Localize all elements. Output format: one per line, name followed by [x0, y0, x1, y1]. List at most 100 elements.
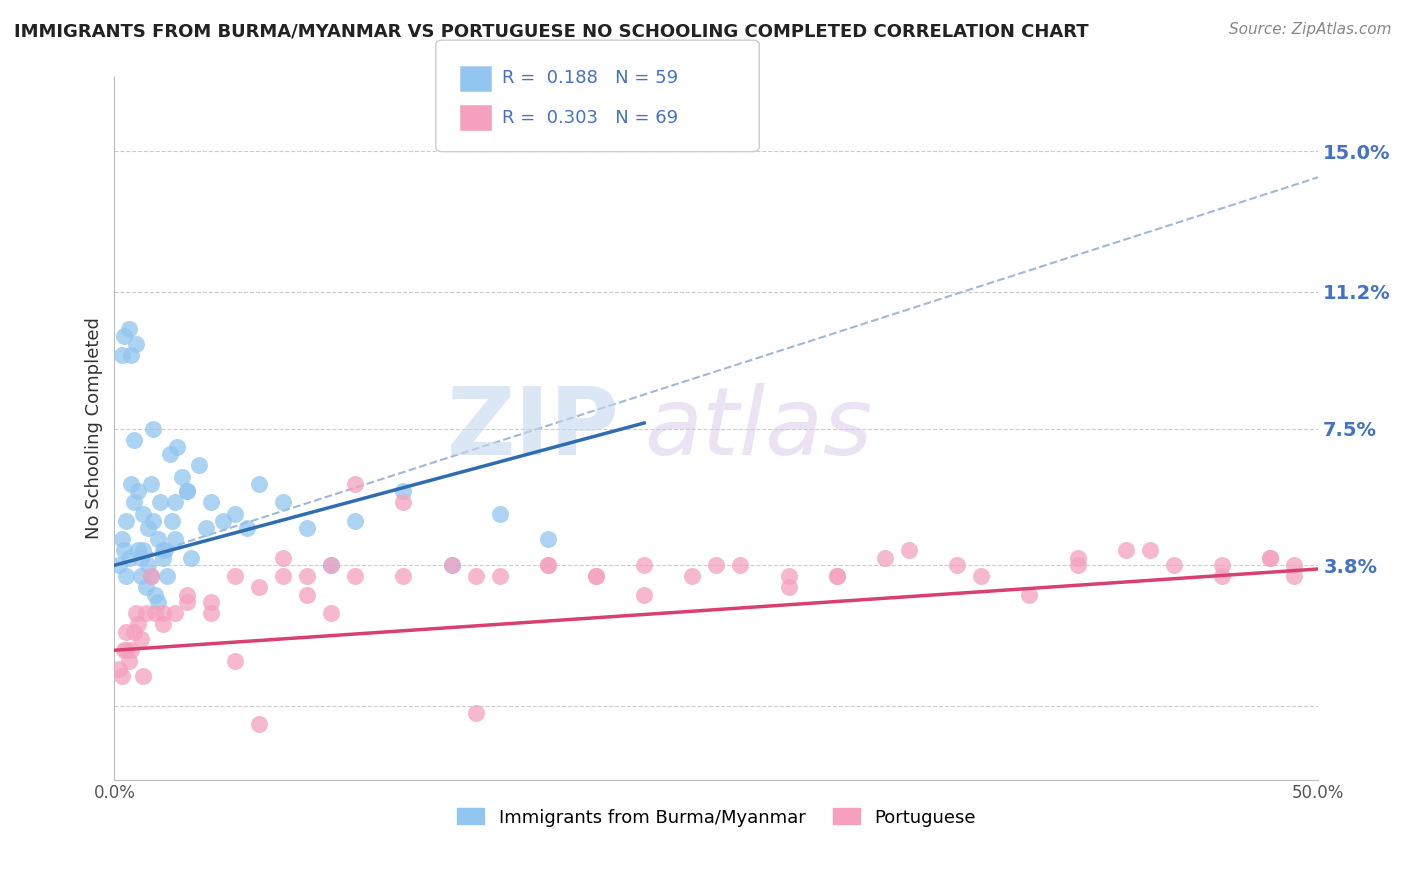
- Point: [224, 569, 246, 583]
- Point: [176, 595, 198, 609]
- Point: [170, 469, 193, 483]
- Point: [139, 569, 162, 583]
- Point: [247, 717, 270, 731]
- Point: [143, 588, 166, 602]
- Point: [236, 521, 259, 535]
- Point: [115, 514, 138, 528]
- Point: [115, 569, 138, 583]
- Point: [970, 569, 993, 583]
- Point: [176, 484, 198, 499]
- Point: [295, 521, 318, 535]
- Point: [127, 484, 149, 499]
- Point: [142, 514, 165, 528]
- Point: [247, 477, 270, 491]
- Point: [129, 569, 152, 583]
- Text: R =  0.188   N = 59: R = 0.188 N = 59: [502, 70, 678, 87]
- Point: [392, 484, 415, 499]
- Point: [118, 550, 141, 565]
- Point: [247, 581, 270, 595]
- Point: [585, 569, 607, 583]
- Point: [344, 569, 367, 583]
- Y-axis label: No Schooling Completed: No Schooling Completed: [86, 318, 103, 540]
- Point: [132, 669, 155, 683]
- Legend: Immigrants from Burma/Myanmar, Portuguese: Immigrants from Burma/Myanmar, Portugues…: [450, 801, 983, 834]
- Point: [163, 495, 186, 509]
- Point: [108, 662, 131, 676]
- Point: [136, 521, 159, 535]
- Point: [633, 588, 655, 602]
- Point: [464, 706, 486, 720]
- Point: [537, 558, 560, 573]
- Point: [633, 558, 655, 573]
- Point: [825, 569, 848, 583]
- Point: [127, 617, 149, 632]
- Point: [120, 348, 142, 362]
- Point: [166, 440, 188, 454]
- Point: [111, 669, 134, 683]
- Point: [224, 654, 246, 668]
- Point: [1211, 569, 1233, 583]
- Point: [149, 495, 172, 509]
- Point: [1258, 550, 1281, 565]
- Point: [125, 607, 148, 621]
- Point: [1115, 543, 1137, 558]
- Point: [156, 569, 179, 583]
- Point: [129, 550, 152, 565]
- Point: [143, 607, 166, 621]
- Point: [125, 336, 148, 351]
- Point: [585, 569, 607, 583]
- Point: [160, 514, 183, 528]
- Point: [295, 588, 318, 602]
- Point: [1211, 558, 1233, 573]
- Point: [120, 643, 142, 657]
- Point: [271, 569, 294, 583]
- Point: [392, 569, 415, 583]
- Point: [873, 550, 896, 565]
- Point: [135, 581, 157, 595]
- Point: [111, 348, 134, 362]
- Point: [211, 514, 233, 528]
- Point: [271, 550, 294, 565]
- Point: [132, 543, 155, 558]
- Point: [706, 558, 728, 573]
- Point: [115, 643, 138, 657]
- Point: [194, 521, 217, 535]
- Point: [1163, 558, 1185, 573]
- Point: [129, 632, 152, 647]
- Point: [1284, 569, 1306, 583]
- Point: [1139, 543, 1161, 558]
- Point: [440, 558, 463, 573]
- Point: [1258, 550, 1281, 565]
- Point: [224, 507, 246, 521]
- Point: [135, 607, 157, 621]
- Point: [111, 533, 134, 547]
- Point: [1066, 558, 1088, 573]
- Point: [200, 607, 222, 621]
- Point: [537, 558, 560, 573]
- Point: [146, 533, 169, 547]
- Point: [825, 569, 848, 583]
- Point: [118, 322, 141, 336]
- Text: atlas: atlas: [644, 383, 872, 474]
- Point: [681, 569, 703, 583]
- Point: [142, 421, 165, 435]
- Text: R =  0.303   N = 69: R = 0.303 N = 69: [502, 109, 678, 127]
- Text: ZIP: ZIP: [447, 383, 620, 475]
- Point: [176, 588, 198, 602]
- Point: [132, 507, 155, 521]
- Point: [122, 624, 145, 639]
- Point: [146, 595, 169, 609]
- Point: [778, 569, 800, 583]
- Point: [295, 569, 318, 583]
- Point: [344, 514, 367, 528]
- Point: [112, 329, 135, 343]
- Point: [392, 495, 415, 509]
- Point: [118, 654, 141, 668]
- Point: [122, 433, 145, 447]
- Point: [1066, 550, 1088, 565]
- Point: [152, 550, 174, 565]
- Point: [730, 558, 752, 573]
- Point: [1284, 558, 1306, 573]
- Point: [176, 484, 198, 499]
- Point: [488, 507, 510, 521]
